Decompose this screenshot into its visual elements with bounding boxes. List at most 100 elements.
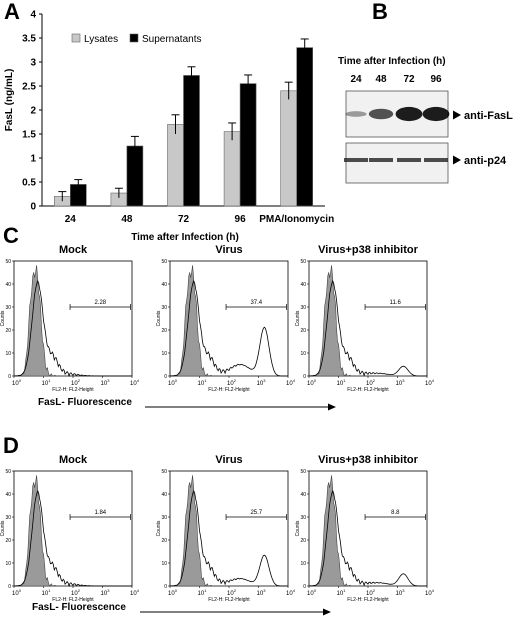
western-blot: Time after Infection (h) 24 48 72 96 anti-F… [338, 56, 513, 184]
gate-percentage: 2.28 [94, 300, 106, 306]
gate-percentage: 1.84 [94, 510, 106, 516]
x-tick-label: 103 [101, 378, 111, 387]
sample-histogram [13, 280, 132, 378]
histogram-title: Virus [215, 244, 242, 256]
x-tick-label: 103 [396, 588, 406, 597]
bar [183, 75, 200, 207]
bar [239, 83, 257, 207]
y-tick-label: 30 [300, 515, 306, 521]
y-tick-label: 10 [161, 561, 167, 567]
control-histogram [308, 475, 427, 587]
bar [167, 124, 184, 207]
y-tick-label: 10 [5, 561, 11, 567]
y-tick-label: 30 [161, 515, 167, 521]
y-tick-label: 2.5 [22, 82, 36, 93]
x-tick-label: 103 [257, 588, 267, 597]
y-tick-label: 1 [30, 154, 36, 165]
x-tick-label: 72 [178, 214, 190, 225]
y-tick-label: 40 [300, 282, 306, 288]
y-tick-label: 40 [300, 492, 306, 498]
x-axis-label: FL2-H: FL2-Height [208, 387, 250, 393]
sample-histogram [13, 490, 132, 588]
y-tick-label: 20 [300, 328, 306, 334]
y-tick-label: 40 [161, 492, 167, 498]
x-tick-label: 102 [227, 378, 237, 387]
band-label-fasl: anti-FasL [464, 110, 513, 122]
arrow-right-icon [328, 403, 336, 411]
gate-percentage: 8.8 [391, 510, 400, 516]
y-tick-label: 40 [161, 282, 167, 288]
x-tick-label: 104 [130, 588, 140, 597]
x-tick-label: 101 [198, 588, 208, 597]
y-tick-label: 0 [164, 374, 167, 380]
lane-label: 24 [350, 74, 362, 85]
y-tick-label: 50 [161, 469, 167, 475]
flow-histograms-c: Mock 0 102 0 30 40 50 Counts 100 101 102 103 104 FL2-… [0, 244, 435, 393]
panel-letter-a: A [4, 0, 20, 24]
x-tick-label: 100 [12, 378, 22, 387]
x-tick-label: 101 [42, 378, 52, 387]
y-tick-label: 0.5 [22, 178, 36, 189]
x-axis-label: FL2-H: FL2-Height [52, 387, 94, 393]
x-tick-label: 102 [366, 378, 376, 387]
x-tick-label: 103 [396, 378, 406, 387]
y-tick-label: 30 [161, 305, 167, 311]
gate-percentage: 11.6 [390, 300, 402, 306]
legend-swatch [71, 33, 81, 43]
x-tick-label: 102 [227, 588, 237, 597]
lane-label: 72 [403, 74, 415, 85]
x-axis-label: FL2-H: FL2-Height [347, 597, 389, 603]
y-axis-label: FasL (ng/mL) [4, 69, 15, 132]
gate-percentage: 25.7 [250, 510, 262, 516]
x-tick-label: 100 [168, 588, 178, 597]
x-tick-label: 96 [235, 214, 247, 225]
y-axis-label: Counts [156, 310, 162, 326]
panel-letter-d: D [3, 433, 19, 458]
band-label-p24: anti-p24 [464, 155, 507, 167]
bar [280, 90, 298, 207]
y-tick-label: 4 [30, 10, 36, 21]
band-fasl [422, 106, 450, 122]
x-tick-label: 103 [257, 378, 267, 387]
x-tick-label: 100 [307, 588, 317, 597]
sample-histogram [308, 280, 427, 377]
sample-histogram [169, 280, 288, 377]
histogram-title: Virus+p38 inhibitor [318, 244, 418, 256]
x-tick-label: 101 [337, 378, 347, 387]
band-p24 [424, 158, 448, 162]
histogram-title: Virus [215, 454, 242, 466]
y-tick-label: 2 [30, 106, 36, 117]
y-axis-label: Counts [0, 310, 6, 326]
legend-swatch [129, 33, 139, 43]
y-tick-label: 10 [300, 561, 306, 567]
y-tick-label: 50 [161, 259, 167, 265]
lane-label: 48 [375, 74, 387, 85]
y-tick-label: 0 [8, 374, 11, 380]
x-tick-label: 103 [101, 588, 111, 597]
y-tick-label: 20 [300, 538, 306, 544]
arrow-right-icon [323, 608, 331, 616]
legend-label: Lysates [84, 34, 118, 45]
sample-histogram [169, 490, 288, 587]
band-p24 [369, 158, 393, 162]
gate-percentage: 37.4 [250, 300, 262, 306]
bar-chart: FasL (ng/mL) Time after Infection (h) 0 0… [4, 10, 334, 244]
lane-label: 96 [430, 74, 442, 85]
y-axis-label: Counts [156, 520, 162, 536]
blot-membrane-p24 [345, 142, 449, 184]
histogram-title: Mock [59, 244, 88, 256]
x-tick-label: 104 [286, 588, 296, 597]
x-axis-label: Time after Infection (h) [131, 232, 239, 243]
x-tick-label: 104 [130, 378, 140, 387]
y-tick-label: 20 [5, 538, 11, 544]
control-histogram [169, 265, 288, 377]
x-tick-label: 104 [425, 378, 435, 387]
y-tick-label: 20 [161, 538, 167, 544]
sample-histogram [308, 490, 427, 587]
x-tick-label: 100 [307, 378, 317, 387]
flow-histograms-d: Mock01020304050Counts100101102103104FL2-… [0, 454, 435, 603]
band-fasl [395, 106, 423, 122]
panel-letter-b: B [372, 0, 388, 24]
y-tick-label: 50 [5, 469, 11, 475]
y-tick-label: 0 [164, 584, 167, 590]
